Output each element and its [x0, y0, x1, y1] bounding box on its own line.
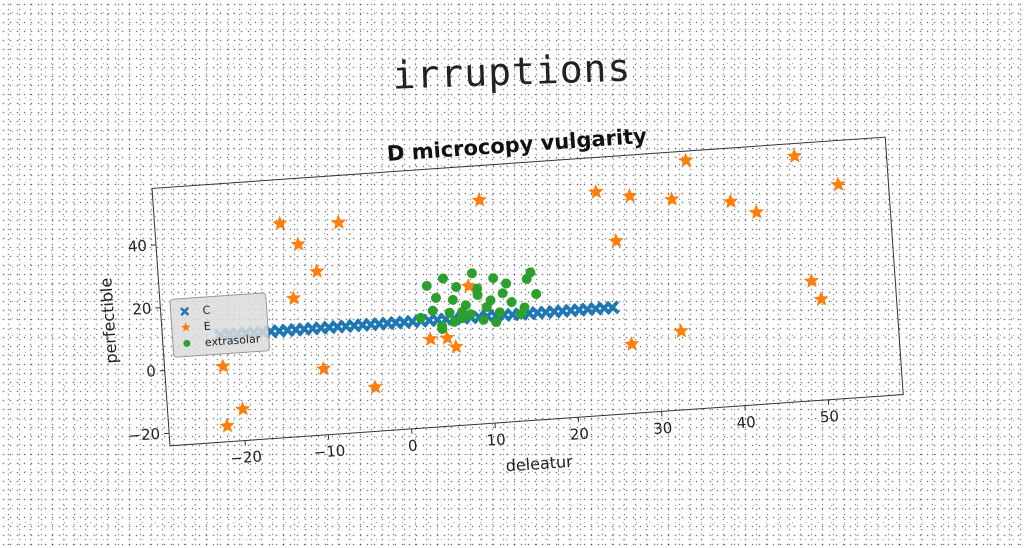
series-e-point — [723, 193, 739, 208]
series-c-points — [213, 300, 620, 342]
x-tick-label: 10 — [486, 430, 506, 449]
x-axis-label: deleatur — [505, 452, 574, 476]
y-tick-label: 20 — [132, 299, 152, 318]
series-extrasolar-point — [438, 273, 449, 284]
series-extrasolar-point — [501, 278, 512, 289]
series-e-point — [290, 236, 306, 252]
series-extrasolar-point — [427, 305, 438, 316]
legend-label: E — [203, 320, 211, 333]
series-e-point — [673, 323, 689, 338]
series-c-point — [605, 300, 620, 315]
series-e-point — [367, 379, 383, 394]
series-extrasolar-point — [488, 273, 499, 284]
x-tick-label: −10 — [313, 442, 346, 462]
series-e-point — [786, 148, 802, 163]
series-extrasolar-point — [467, 268, 478, 279]
x-tick-label: 40 — [736, 413, 756, 432]
series-extrasolar-point — [497, 288, 508, 299]
series-e-point — [422, 331, 438, 346]
series-e-point — [813, 291, 829, 306]
legend-label: C — [202, 304, 211, 318]
series-e-point — [215, 358, 231, 373]
series-e-point — [678, 152, 694, 167]
series-e-point — [471, 192, 487, 207]
series-e-point — [622, 188, 638, 203]
plot-frame — [152, 137, 903, 446]
series-extrasolar-point — [431, 293, 442, 304]
series-e-point — [286, 290, 302, 305]
chart-title: D microcopy vulgarity — [386, 124, 648, 166]
series-extrasolar-point — [421, 281, 432, 292]
y-axis-label: perfectible — [96, 277, 121, 364]
x-tick-label: 50 — [819, 407, 839, 426]
series-extrasolar-point — [531, 289, 542, 300]
data-marks — [203, 142, 860, 433]
series-e-point — [219, 418, 235, 433]
y-tick-label: 40 — [127, 237, 147, 256]
series-e-point — [235, 401, 251, 416]
series-e-point — [624, 336, 640, 351]
series-e-point — [588, 184, 604, 199]
series-e-point — [608, 233, 624, 248]
x-tick-label: 20 — [569, 425, 589, 444]
series-e-point — [664, 191, 680, 206]
series-e-points — [203, 142, 860, 433]
series-extrasolar-point — [506, 297, 517, 308]
series-e-point — [830, 176, 846, 191]
series-e-point — [316, 360, 332, 375]
y-tick-label: −20 — [128, 425, 161, 445]
x-tick-label: 30 — [653, 419, 673, 438]
y-tick-label: 0 — [146, 362, 157, 381]
y-axis-ticks: −20 0 20 40 — [115, 236, 170, 445]
series-e-point — [272, 215, 288, 230]
series-e-point — [803, 273, 819, 288]
x-tick-label: 0 — [407, 437, 418, 456]
series-e-point — [748, 204, 764, 220]
series-extrasolar-point — [448, 295, 459, 306]
series-e-point — [330, 214, 346, 229]
series-extrasolar-point — [451, 282, 462, 293]
x-tick-label: −20 — [230, 447, 263, 467]
series-e-point — [309, 263, 325, 278]
